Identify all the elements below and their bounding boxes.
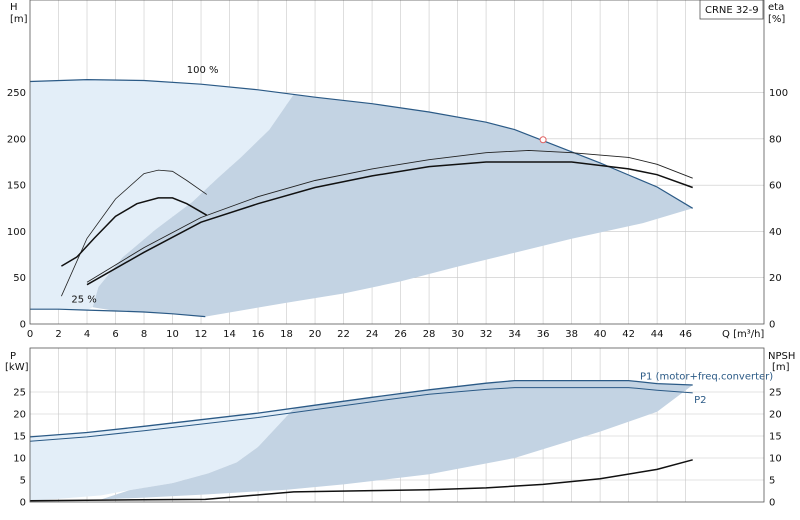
lower-ytick-left-25: 25 <box>13 388 26 399</box>
upper-ytick-left-0: 0 <box>20 320 26 331</box>
eta-curve-bold <box>61 197 208 267</box>
lower-ytick-right-0: 0 <box>769 498 775 509</box>
upper-ytick-right-20: 20 <box>769 273 782 284</box>
upper-xtick-6: 6 <box>112 329 118 340</box>
upper-xtick-22: 22 <box>337 329 350 340</box>
upper-xtick-38: 38 <box>565 329 578 340</box>
upper-xtick-44: 44 <box>651 329 664 340</box>
x-axis-label: Q [m³/h] <box>722 329 764 340</box>
upper-xtick-28: 28 <box>423 329 436 340</box>
lower-ytick-left-5: 5 <box>20 476 26 487</box>
eta-curve-thin <box>61 169 207 297</box>
upper-xtick-14: 14 <box>223 329 236 340</box>
duty-point-marker <box>539 136 547 144</box>
upper-xtick-36: 36 <box>537 329 550 340</box>
head-axis-label: H <box>10 2 18 13</box>
upper-xtick-40: 40 <box>594 329 607 340</box>
head-axis-unit: [m] <box>10 14 28 25</box>
lower-ytick-right-10: 10 <box>769 454 782 465</box>
upper-xtick-26: 26 <box>394 329 407 340</box>
lower-ytick-left-15: 15 <box>13 432 26 443</box>
npsh-curve <box>29 459 693 502</box>
upper-ytick-left-150: 150 <box>7 181 26 192</box>
eta-system-curve-upper <box>86 149 693 283</box>
upper-xtick-24: 24 <box>366 329 379 340</box>
upper-xtick-46: 46 <box>679 329 692 340</box>
curve-label-0: 100 % <box>187 65 219 76</box>
power-axis-label: P <box>10 351 16 362</box>
upper-xtick-12: 12 <box>195 329 208 340</box>
upper-xtick-30: 30 <box>451 329 464 340</box>
npsh-axis-label: NPSH <box>768 351 795 362</box>
upper-xtick-4: 4 <box>84 329 90 340</box>
upper-ytick-right-100: 100 <box>769 88 788 99</box>
eta-axis-unit: [%] <box>768 14 785 25</box>
lower-ytick-right-20: 20 <box>769 410 782 421</box>
upper-ytick-left-50: 50 <box>13 273 26 284</box>
operating-range-light <box>30 79 294 311</box>
model-label-box <box>699 0 764 20</box>
x-axis-name: Q <box>722 329 730 340</box>
upper-xtick-10: 10 <box>166 329 179 340</box>
head-curve-25 <box>30 308 206 318</box>
upper-xtick-20: 20 <box>309 329 322 340</box>
power-range-dark <box>101 380 693 500</box>
operating-range-dark <box>92 94 693 317</box>
power-axis-unit: [kW] <box>5 362 29 373</box>
upper-ytick-left-200: 200 <box>7 134 26 145</box>
lower-ytick-right-15: 15 <box>769 432 782 443</box>
upper-xtick-8: 8 <box>141 329 147 340</box>
upper-xtick-34: 34 <box>508 329 521 340</box>
upper-ytick-left-100: 100 <box>7 227 26 238</box>
lower-ytick-left-20: 20 <box>13 410 26 421</box>
upper-ytick-right-0: 0 <box>769 320 775 331</box>
lower-ytick-right-5: 5 <box>769 476 775 487</box>
npsh-axis-unit: [m] <box>772 362 790 373</box>
upper-panel-frame <box>29 0 765 325</box>
series-label-1: P2 <box>694 395 706 406</box>
upper-xtick-2: 2 <box>55 329 61 340</box>
eta-axis-label: eta <box>768 2 784 13</box>
x-axis-unit: [m³/h] <box>733 329 764 340</box>
p1-power-curve <box>29 379 693 438</box>
curve-label-1: 25 % <box>71 295 96 306</box>
lower-panel-frame <box>29 347 765 503</box>
head-curve-100 <box>29 78 694 209</box>
upper-ytick-right-40: 40 <box>769 227 782 238</box>
model-label: CRNE 32-9 <box>705 5 759 16</box>
upper-ytick-right-60: 60 <box>769 181 782 192</box>
lower-ytick-left-0: 0 <box>20 498 26 509</box>
lower-ytick-left-10: 10 <box>13 454 26 465</box>
upper-xtick-42: 42 <box>622 329 635 340</box>
eta-system-curve-lower <box>86 161 693 286</box>
upper-xtick-18: 18 <box>280 329 293 340</box>
p2-power-curve <box>29 387 693 442</box>
lower-ytick-right-25: 25 <box>769 388 782 399</box>
series-label-0: P1 (motor+freq.converter) <box>640 372 773 383</box>
upper-ytick-left-250: 250 <box>7 88 26 99</box>
upper-xtick-32: 32 <box>480 329 493 340</box>
upper-xtick-16: 16 <box>252 329 265 340</box>
upper-ytick-right-80: 80 <box>769 134 782 145</box>
upper-xtick-0: 0 <box>27 329 33 340</box>
